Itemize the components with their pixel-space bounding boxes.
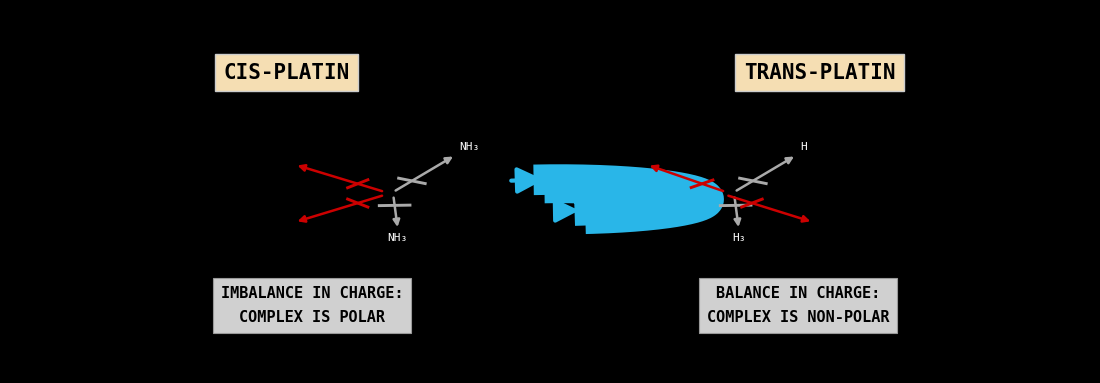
Text: NH₃: NH₃ <box>460 142 480 152</box>
Text: IMBALANCE IN CHARGE:
COMPLEX IS POLAR: IMBALANCE IN CHARGE: COMPLEX IS POLAR <box>221 286 404 325</box>
Text: CIS-PLATIN: CIS-PLATIN <box>223 62 350 82</box>
Text: H: H <box>801 142 807 152</box>
Text: H₃: H₃ <box>733 233 746 243</box>
Text: NH₃: NH₃ <box>387 233 408 243</box>
Text: TRANS-PLATIN: TRANS-PLATIN <box>744 62 895 82</box>
Text: BALANCE IN CHARGE:
COMPLEX IS NON-POLAR: BALANCE IN CHARGE: COMPLEX IS NON-POLAR <box>707 286 890 325</box>
